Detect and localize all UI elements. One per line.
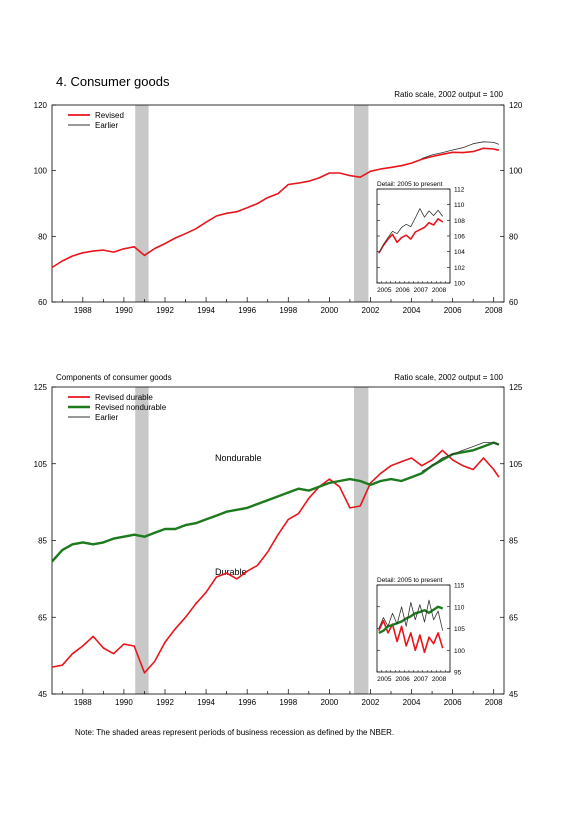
bottom-chart-title: Components of consumer goods	[56, 373, 172, 382]
bottom-scale-note: Ratio scale, 2002 output = 100	[394, 373, 503, 382]
x-tick-label: 1988	[74, 306, 92, 315]
detail-x-tick-label: 2007	[414, 287, 429, 294]
x-tick-label: 2006	[444, 306, 462, 315]
detail-x-tick-label: 2008	[432, 287, 447, 294]
detail-y-tick-label: 102	[454, 265, 465, 272]
x-tick-label: 1994	[197, 306, 215, 315]
recession-band	[354, 387, 369, 694]
series-line-revised-nondurable	[51, 441, 500, 563]
y-tick-label-left: 100	[34, 167, 48, 176]
detail-series-earlier	[378, 208, 444, 254]
plot-frame	[51, 104, 505, 303]
detail-series-earlier	[378, 599, 444, 631]
y-tick-label-left: 65	[38, 613, 47, 622]
detail-label: Detail: 2005 to present	[377, 577, 443, 584]
top-scale-note: Ratio scale, 2002 output = 100	[394, 90, 503, 99]
y-tick-label-right: 80	[509, 232, 518, 241]
detail-x-tick-label: 2006	[395, 287, 410, 294]
detail-y-tick-label: 95	[454, 670, 462, 677]
legend-label: Earlier	[95, 121, 118, 130]
x-tick-label: 2008	[485, 698, 503, 707]
footnote: Note: The shaded areas represent periods…	[75, 728, 394, 737]
x-tick-label: 1994	[197, 698, 215, 707]
x-tick-label: 1996	[238, 306, 256, 315]
detail-x-tick-label: 2008	[432, 676, 447, 683]
detail-x-tick-label: 2007	[414, 676, 429, 683]
x-tick-label: 1992	[156, 306, 174, 315]
detail-series-revised-durable	[378, 619, 444, 654]
x-tick-label: 1998	[279, 306, 297, 315]
y-tick-label-left: 85	[38, 537, 47, 546]
y-tick-label-right: 125	[509, 383, 523, 392]
y-tick-label-right: 60	[509, 298, 518, 307]
x-tick-label: 1996	[238, 698, 256, 707]
series-line-revised-durable	[51, 449, 500, 674]
detail-y-tick-label: 108	[454, 218, 465, 225]
annotation-durable: Durable	[215, 567, 247, 577]
recession-band	[354, 105, 369, 302]
detail-y-tick-label: 100	[454, 648, 465, 655]
x-tick-label: 1998	[279, 698, 297, 707]
x-tick-label: 2006	[444, 698, 462, 707]
detail-x-tick-label: 2005	[377, 287, 392, 294]
legend-label: Revised nondurable	[95, 403, 167, 412]
x-tick-label: 2004	[403, 698, 421, 707]
y-tick-label-left: 60	[38, 298, 47, 307]
chart-consumer-goods: 60 60 80 80 100 100 120 120 1988 1990 1992 1994 1996…	[34, 101, 523, 315]
page-title: 4. Consumer goods	[56, 74, 170, 89]
y-tick-label-left: 45	[38, 690, 47, 699]
x-tick-label: 2000	[320, 306, 338, 315]
detail-y-tick-label: 100	[454, 281, 465, 288]
x-tick-label: 2004	[403, 306, 421, 315]
y-tick-label-right: 100	[509, 167, 523, 176]
series-line-earlier	[421, 442, 500, 472]
x-tick-label: 1988	[74, 698, 92, 707]
annotation-nondurable: Nondurable	[215, 453, 262, 463]
series-line-revised	[51, 147, 500, 269]
x-tick-label: 1992	[156, 698, 174, 707]
recession-band	[135, 105, 149, 302]
y-tick-label-right: 65	[509, 613, 518, 622]
y-tick-label-left: 120	[34, 101, 48, 110]
detail-y-tick-label: 105	[454, 626, 465, 633]
detail-label: Detail: 2005 to present	[377, 181, 443, 188]
detail-x-tick-label: 2006	[395, 676, 410, 683]
x-tick-label: 2002	[362, 306, 380, 315]
y-tick-label-right: 85	[509, 537, 518, 546]
y-tick-label-left: 125	[34, 383, 48, 392]
x-tick-label: 2002	[362, 698, 380, 707]
y-tick-label-left: 80	[38, 232, 47, 241]
detail-y-tick-label: 104	[454, 249, 465, 256]
series-line-earlier	[421, 141, 500, 159]
y-tick-label-right: 105	[509, 460, 523, 469]
legend-label: Revised	[95, 111, 124, 120]
detail-background	[374, 573, 487, 687]
x-tick-label: 1990	[115, 306, 133, 315]
chart-components: 45 45 65 65 85 85 105 105 125 125 1988 1990 1992 1994…	[34, 383, 523, 707]
detail-series-revised	[378, 218, 444, 254]
x-tick-label: 2000	[320, 698, 338, 707]
detail-x-tick-label: 2005	[377, 676, 392, 683]
detail-y-tick-label: 110	[454, 604, 465, 611]
detail-y-tick-label: 115	[454, 583, 465, 590]
x-tick-label: 2008	[485, 306, 503, 315]
detail-background	[374, 177, 487, 298]
detail-series-revised-nondurable	[378, 605, 444, 634]
y-tick-label-right: 45	[509, 690, 518, 699]
y-tick-label-left: 105	[34, 460, 48, 469]
detail-y-tick-label: 112	[454, 187, 465, 194]
detail-y-tick-label: 106	[454, 234, 465, 241]
y-tick-label-right: 120	[509, 101, 523, 110]
x-tick-label: 1990	[115, 698, 133, 707]
detail-y-tick-label: 110	[454, 202, 465, 209]
legend-label: Revised durable	[95, 393, 153, 402]
recession-band	[135, 387, 149, 694]
legend-label: Earlier	[95, 413, 118, 422]
